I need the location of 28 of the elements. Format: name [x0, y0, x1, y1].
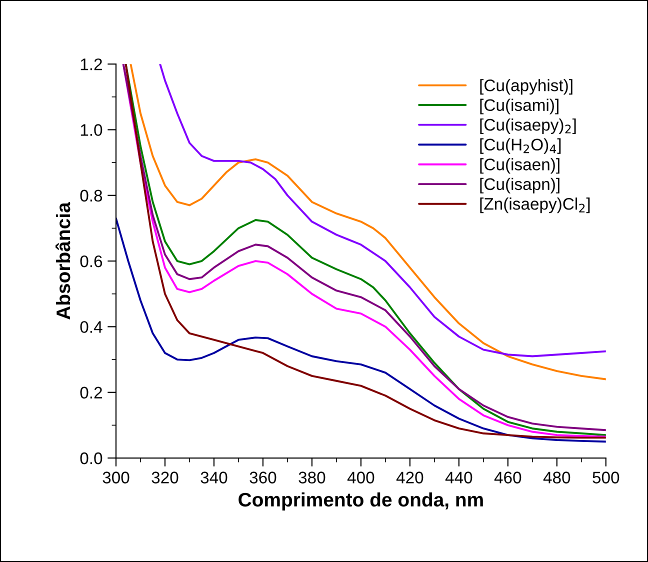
legend-label: [Cu(apyhist)]	[480, 79, 572, 95]
x-tick-label: 340	[200, 472, 228, 484]
x-tick-label: 420	[396, 472, 424, 484]
y-tick-label: 0.2	[80, 386, 102, 399]
y-tick-label: 0.8	[80, 190, 102, 202]
x-tick-label: 400	[347, 472, 374, 484]
x-tick-label: 440	[445, 472, 472, 484]
x-tick-label: 360	[250, 472, 276, 484]
y-tick-label: 1.2	[80, 58, 102, 70]
y-tick-label: 1.0	[80, 124, 102, 136]
legend-label: [Cu(isapn)]	[480, 178, 560, 194]
line-series	[116, 217, 606, 443]
x-axis-title: Comprimento de onda, nm	[238, 492, 483, 510]
x-tick-label: 460	[494, 472, 522, 484]
y-axis-title: Absorbância	[56, 202, 70, 320]
x-tick-label: 480	[543, 472, 570, 484]
x-tick-label: 380	[298, 472, 326, 484]
legend-label: [Cu(H$_{2}$O)$_{4}$]	[480, 138, 561, 154]
legend-label: [Zn(isaepy)Cl$_{2}$]	[480, 198, 590, 214]
y-tick-label: 0.4	[80, 321, 102, 333]
x-tick-label: 320	[152, 472, 178, 484]
y-tick-label: 0.0	[80, 452, 102, 464]
x-tick-label: 300	[102, 472, 130, 484]
y-tick-label: 0.6	[80, 255, 102, 268]
legend-label: [Cu(isaepy)$_{2}$]	[480, 118, 576, 134]
legend-label: [Cu(isami)]	[480, 98, 558, 114]
legend-label: [Cu(isaen)]	[480, 158, 560, 174]
x-tick-label: 500	[592, 472, 620, 484]
